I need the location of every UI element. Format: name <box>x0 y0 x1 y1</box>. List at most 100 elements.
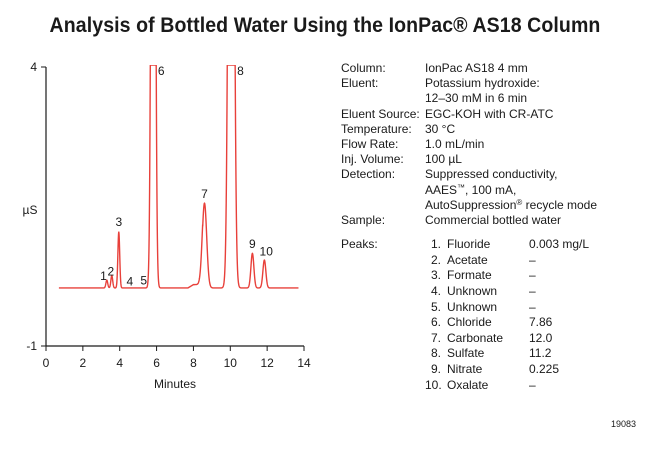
condition-row: Detection: Suppressed conductivity, AAES™,… <box>341 167 645 213</box>
condition-value: IonPac AS18 4 mm <box>425 61 645 76</box>
figure-number: 19083 <box>610 419 636 429</box>
peak-label: 3 <box>115 215 122 229</box>
condition-row: Sample: Commercial bottled water <box>341 213 645 228</box>
condition-label: Detection: <box>341 167 396 182</box>
peak-conc: 12.0 <box>529 330 553 345</box>
peak-conc: 7.86 <box>529 315 553 330</box>
x-tick-label: 0 <box>43 356 50 370</box>
chart-title: Analysis of Bottled Water Using the IonP… <box>49 14 601 37</box>
method-info-panel: Column: IonPac AS18 4 mm Eluent: Potassium … <box>341 61 645 393</box>
peak-num: 10. <box>425 377 442 392</box>
condition-value: Suppressed conductivity, AAES™, 100 mA, Au… <box>425 167 645 213</box>
peak-conc: 11.2 <box>529 346 552 361</box>
condition-label: Eluent: <box>341 76 379 91</box>
condition-value: 1.0 mL/min <box>425 137 645 152</box>
x-axis-label: Minutes <box>154 377 196 391</box>
peak-name: Formate <box>447 268 492 283</box>
condition-row: Inj. Volume: 100 µL <box>341 152 645 167</box>
peak-label: 7 <box>201 187 208 201</box>
peak-conc: – <box>529 299 536 314</box>
x-tick-label: 6 <box>153 356 160 370</box>
condition-row: Column: IonPac AS18 4 mm <box>341 61 645 76</box>
peak-list: 1. Fluoride 0.003 mg/L 2. Acetate – 3. Formate –… <box>425 237 609 393</box>
condition-value-line: Potassium hydroxide: <box>425 76 540 91</box>
condition-value-line: Suppressed conductivity, <box>425 167 558 182</box>
condition-row: Flow Rate: 1.0 mL/min <box>341 137 645 152</box>
peak-conc: 0.003 mg/L <box>529 237 590 252</box>
x-tick-label: 14 <box>297 356 311 370</box>
peak-label: 9 <box>249 237 256 251</box>
condition-label: Temperature: <box>341 121 412 136</box>
peak-label: 6 <box>158 64 165 78</box>
peak-label: 2 <box>108 265 115 279</box>
peak-conc: – <box>529 252 536 267</box>
peak-num: 2. <box>430 252 441 267</box>
peak-label: 10 <box>260 245 274 259</box>
condition-label: Eluent Source: <box>341 106 420 121</box>
peak-labels: 1 2 3 4 5 6 7 8 9 10 <box>100 64 273 289</box>
tick-labels: 0 2 4 6 8 10 12 144-1 <box>26 60 311 370</box>
peak-name: Oxalate <box>447 377 489 392</box>
peak-conc: – <box>529 268 536 283</box>
peak-num: 7. <box>430 330 441 345</box>
condition-value: 100 µL <box>425 152 645 167</box>
condition-value-line: IonPac AS18 4 mm <box>425 61 528 75</box>
peak-name: Fluoride <box>447 237 491 252</box>
peak-conc: – <box>529 284 536 299</box>
peaks-label: Peaks: <box>341 237 378 252</box>
condition-value-line: 100 µL <box>425 152 462 167</box>
condition-value-line: 30 °C <box>425 121 456 136</box>
chart-axes <box>41 66 305 351</box>
condition-value-line: EGC-KOH with CR-ATC <box>425 106 554 121</box>
y-tick-label: 4 <box>30 60 37 74</box>
peak-num: 4. <box>430 284 441 299</box>
chromatogram-trace <box>58 65 299 289</box>
condition-row: Temperature: 30 °C <box>341 122 645 137</box>
condition-label: Column: <box>341 61 386 75</box>
y-axis-label: µS <box>23 203 38 217</box>
condition-value: Potassium hydroxide: 12–30 mM in 6 min <box>425 76 645 106</box>
peak-row: 9. Nitrate 0.225 <box>425 362 609 378</box>
conditions-list: Column: IonPac AS18 4 mm Eluent: Potassium … <box>341 61 645 228</box>
condition-value-line: 1.0 mL/min <box>425 137 485 152</box>
condition-label: Sample: <box>341 213 386 228</box>
condition-row: Eluent: Potassium hydroxide: 12–30 mM in 6… <box>341 76 645 106</box>
x-tick-label: 4 <box>116 356 123 370</box>
x-tick-label: 8 <box>190 356 197 370</box>
peak-row: 5. Unknown – <box>425 300 609 316</box>
peak-row: 4. Unknown – <box>425 284 609 300</box>
peak-name: Carbonate <box>447 330 504 345</box>
peak-row: 3. Formate – <box>425 268 609 284</box>
condition-value-line: Commercial bottled water <box>425 213 562 228</box>
peak-num: 8. <box>430 346 441 361</box>
x-tick-label: 12 <box>260 356 274 370</box>
peak-name: Unknown <box>447 299 498 314</box>
condition-value-line: AutoSuppression® recycle mode <box>425 197 598 212</box>
peak-name: Unknown <box>447 284 498 299</box>
peak-name: Acetate <box>447 252 488 267</box>
peak-row: 10. Oxalate – <box>425 378 609 394</box>
peak-conc: 0.225 <box>529 361 560 376</box>
condition-row: Eluent Source: EGC-KOH with CR-ATC <box>341 107 645 122</box>
peak-row: 2. Acetate – <box>425 253 609 269</box>
peak-row: 6. Chloride 7.86 <box>425 315 609 331</box>
peak-num: 5. <box>430 299 441 314</box>
peak-label: 1 <box>100 269 107 283</box>
peak-row: 1. Fluoride 0.003 mg/L <box>425 237 609 253</box>
peak-row: 7. Carbonate 12.0 <box>425 331 609 347</box>
peak-label: 5 <box>140 274 147 288</box>
x-tick-label: 10 <box>224 356 238 370</box>
condition-label: Flow Rate: <box>341 137 399 152</box>
peak-name: Sulfate <box>447 346 485 361</box>
peak-num: 9. <box>430 361 441 376</box>
condition-value-line: AAES™, 100 mA, <box>425 182 517 197</box>
condition-label: Inj. Volume: <box>341 152 404 167</box>
condition-value: EGC-KOH with CR-ATC <box>425 107 645 122</box>
peak-name: Nitrate <box>447 361 483 376</box>
peaks-section: Peaks: 1. Fluoride 0.003 mg/L 2. Acetate – 3. F… <box>341 237 645 393</box>
peak-name: Chloride <box>447 315 492 330</box>
peak-label: 8 <box>237 64 244 78</box>
peak-conc: – <box>529 377 536 392</box>
peak-num: 6. <box>430 315 441 330</box>
